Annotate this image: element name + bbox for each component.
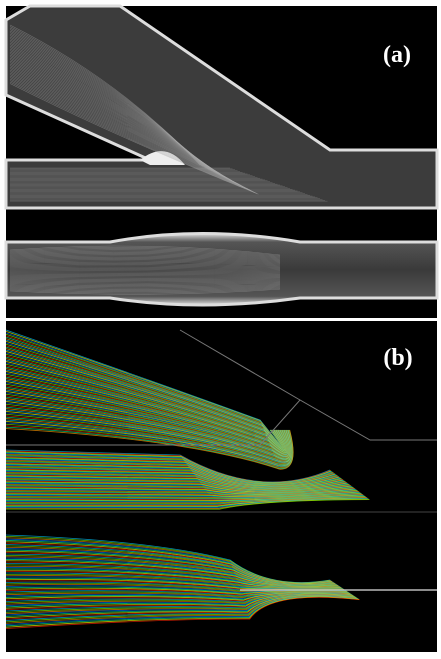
page: (a) (b) (() => { const data = JSON.parse… (0, 0, 441, 659)
panel-b: (b) (6, 321, 437, 652)
panel-label: (b) (383, 345, 412, 371)
figure: (a) (b) (0, 0, 441, 659)
panel-label: (a) (383, 42, 411, 68)
panel-a: (a) (6, 6, 437, 318)
